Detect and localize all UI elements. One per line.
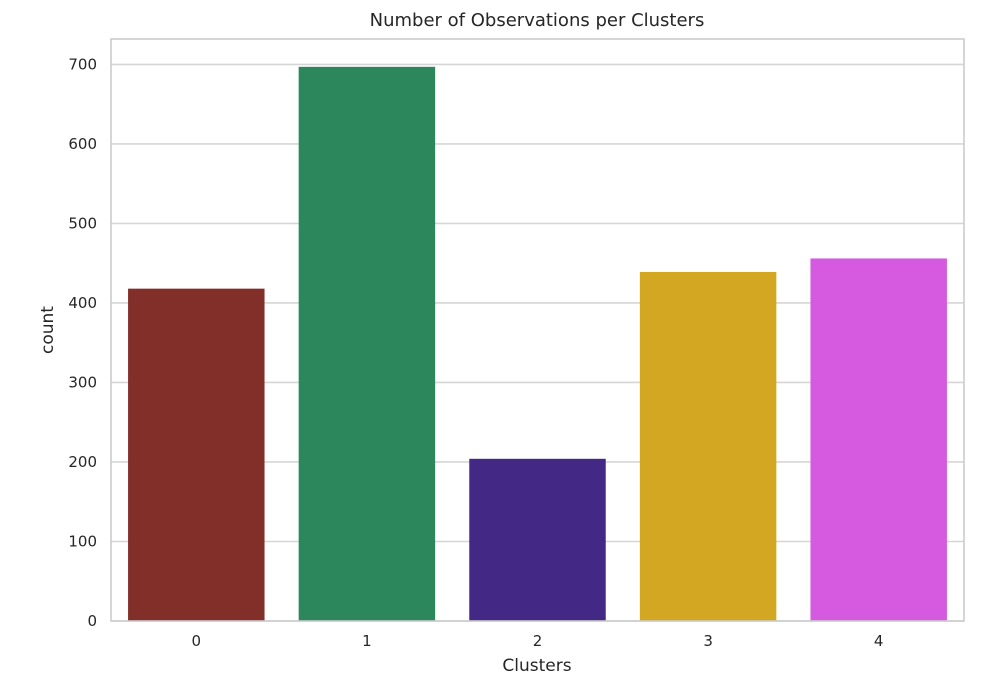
y-tick-label: 600 (68, 135, 97, 153)
y-axis-label: count (38, 306, 58, 354)
y-tick-label: 100 (68, 532, 97, 550)
bar-cluster-0 (128, 288, 265, 621)
y-tick-label: 0 (87, 612, 97, 630)
y-tick-label: 300 (68, 373, 97, 391)
x-tick-label: 1 (362, 632, 372, 650)
chart-title: Number of Observations per Clusters (370, 10, 705, 31)
bar-cluster-4 (810, 258, 947, 621)
y-tick-label: 500 (68, 214, 97, 232)
plot-frame (110, 38, 965, 622)
x-tick-label: 3 (703, 632, 713, 650)
x-tick-label: 0 (192, 632, 202, 650)
y-tick-label: 700 (68, 55, 97, 73)
x-tick-label: 2 (533, 632, 543, 650)
bars (128, 66, 947, 621)
y-tick-label: 400 (68, 294, 97, 312)
x-tick-label: 4 (874, 632, 884, 650)
x-axis-label: Clusters (502, 656, 571, 676)
y-tick-labels: 0 100 200 300 400 500 600 700 (68, 55, 97, 630)
bar-cluster-1 (298, 66, 436, 621)
bar-cluster-2 (469, 458, 606, 621)
x-tick-labels: 0 1 2 3 4 (192, 632, 884, 650)
bar-cluster-3 (639, 271, 777, 621)
y-tick-label: 200 (68, 453, 97, 471)
